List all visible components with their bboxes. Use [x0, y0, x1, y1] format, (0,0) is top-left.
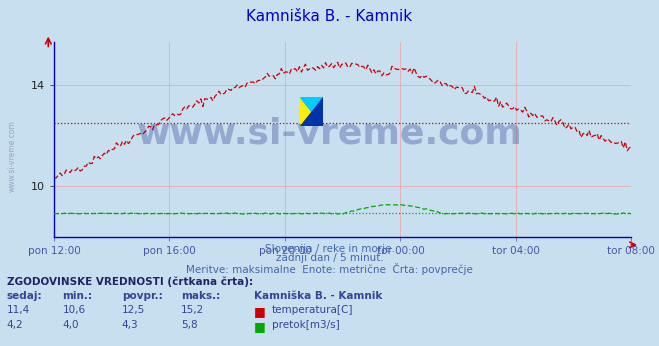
- Text: ZGODOVINSKE VREDNOSTI (črtkana črta):: ZGODOVINSKE VREDNOSTI (črtkana črta):: [7, 277, 252, 287]
- Text: povpr.:: povpr.:: [122, 291, 163, 301]
- Text: 4,2: 4,2: [7, 320, 23, 330]
- Text: 10,6: 10,6: [63, 305, 86, 315]
- Text: temperatura[C]: temperatura[C]: [272, 305, 354, 315]
- Polygon shape: [300, 97, 323, 126]
- Polygon shape: [300, 97, 323, 126]
- Text: Meritve: maksimalne  Enote: metrične  Črta: povprečje: Meritve: maksimalne Enote: metrične Črta…: [186, 263, 473, 275]
- Text: Slovenija / reke in morje.: Slovenija / reke in morje.: [264, 244, 395, 254]
- Text: sedaj:: sedaj:: [7, 291, 42, 301]
- Text: min.:: min.:: [63, 291, 93, 301]
- Text: maks.:: maks.:: [181, 291, 221, 301]
- Text: 15,2: 15,2: [181, 305, 204, 315]
- Text: pretok[m3/s]: pretok[m3/s]: [272, 320, 340, 330]
- Text: Kamniška B. - Kamnik: Kamniška B. - Kamnik: [246, 9, 413, 24]
- Text: 11,4: 11,4: [7, 305, 30, 315]
- Text: www.si-vreme.com: www.si-vreme.com: [8, 120, 17, 192]
- Text: ■: ■: [254, 305, 266, 318]
- Text: Kamniška B. - Kamnik: Kamniška B. - Kamnik: [254, 291, 382, 301]
- Text: 5,8: 5,8: [181, 320, 198, 330]
- Polygon shape: [300, 97, 323, 126]
- Text: ■: ■: [254, 320, 266, 333]
- Text: 12,5: 12,5: [122, 305, 145, 315]
- Text: zadnji dan / 5 minut.: zadnji dan / 5 minut.: [275, 253, 384, 263]
- Text: 4,3: 4,3: [122, 320, 138, 330]
- Text: www.si-vreme.com: www.si-vreme.com: [136, 116, 523, 150]
- Text: 4,0: 4,0: [63, 320, 79, 330]
